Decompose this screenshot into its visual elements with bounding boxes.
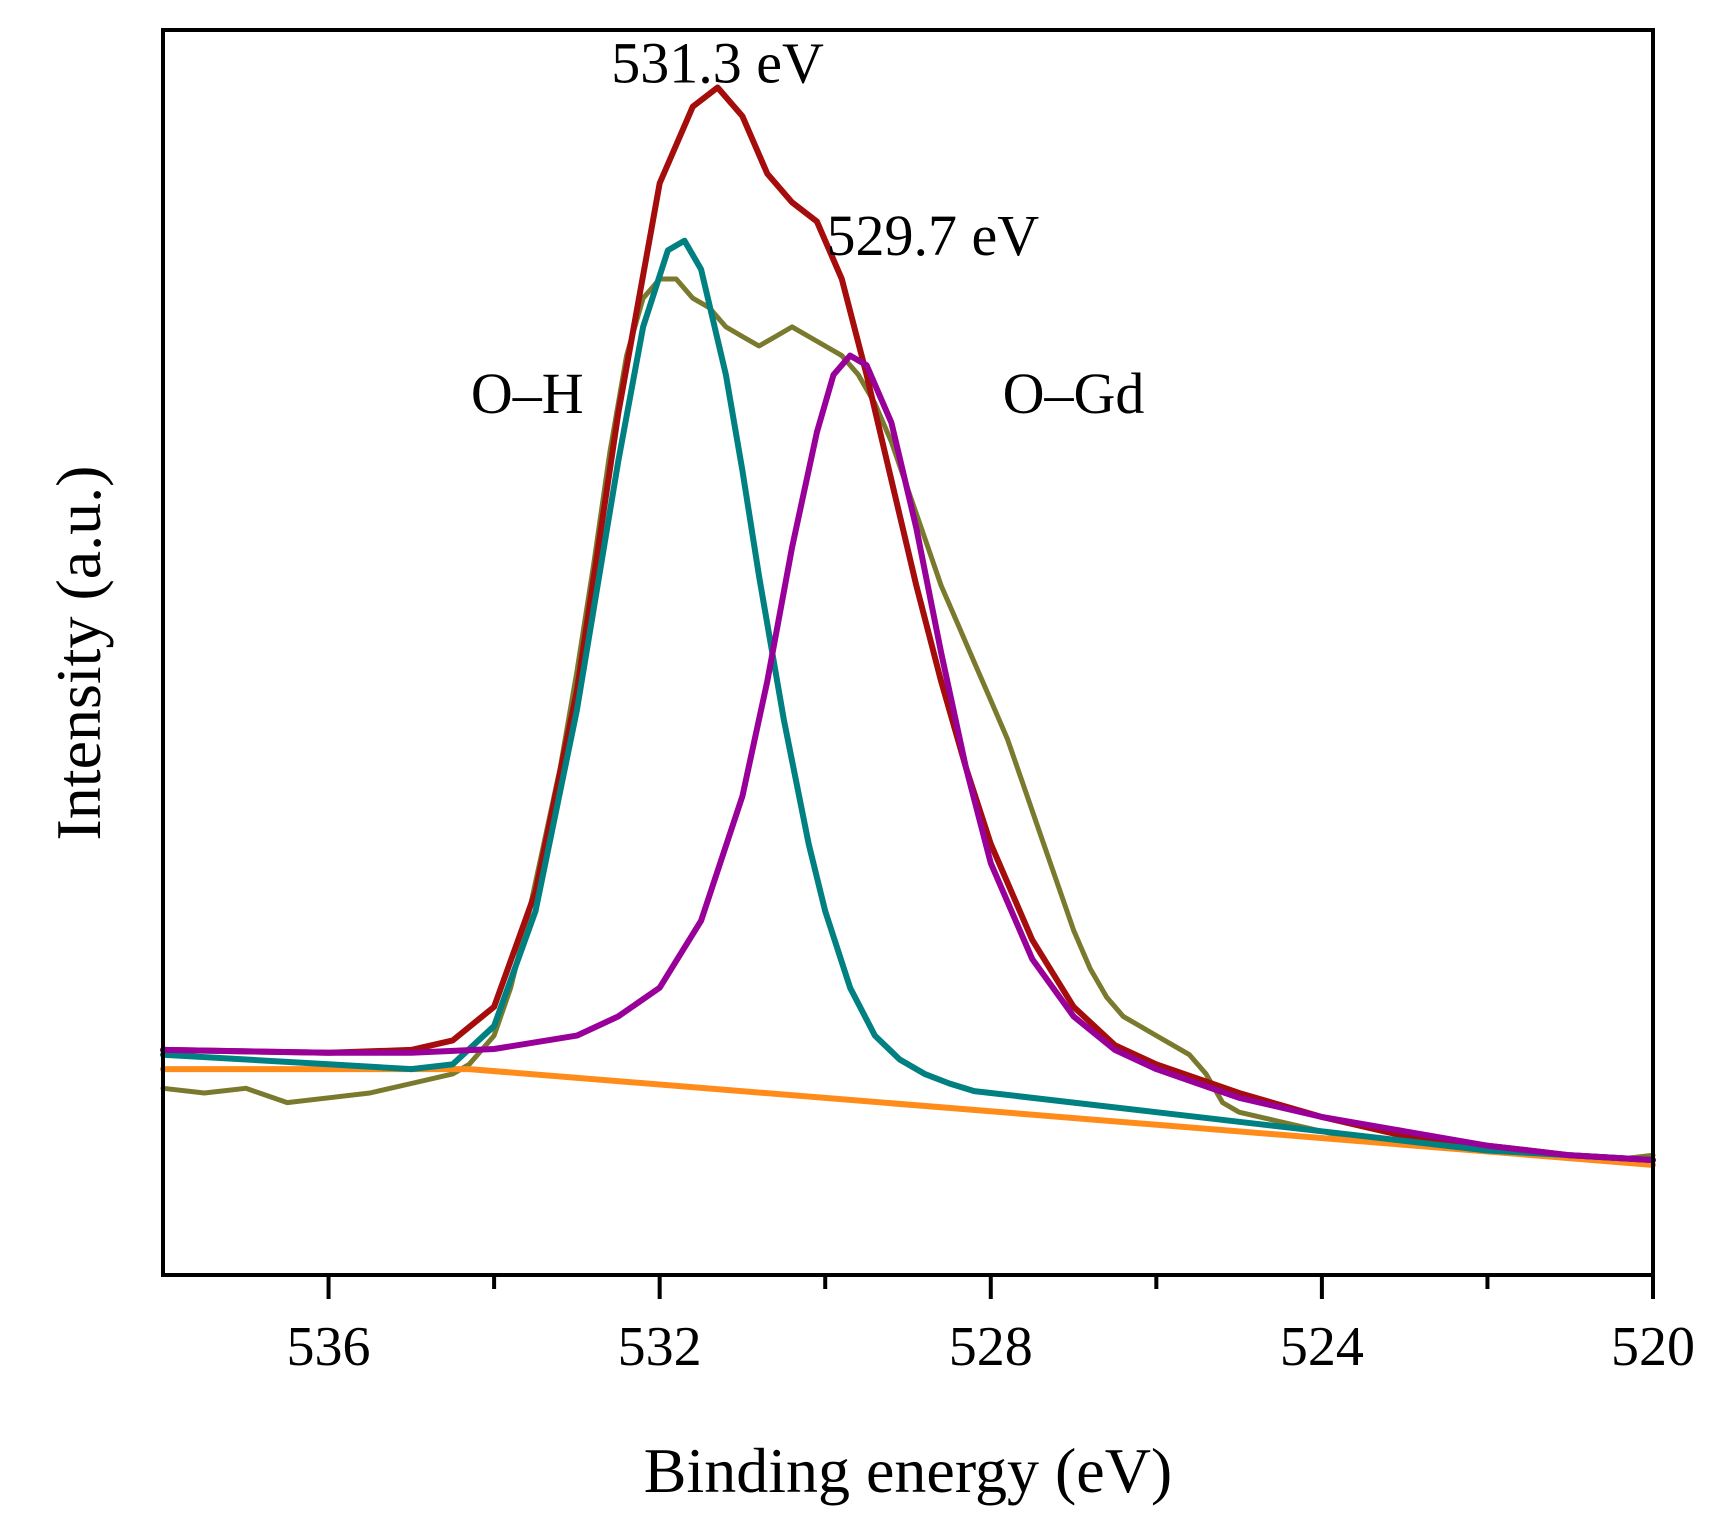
x-axis-label: Binding energy (eV) (644, 1435, 1172, 1506)
series-line-4 (160, 352, 1656, 1164)
peak-annotation-0: 531.3 eV (611, 31, 824, 96)
x-tick-label: 532 (618, 1316, 702, 1378)
x-tick-label: 528 (949, 1316, 1033, 1378)
peak-annotation-3: O–Gd (1003, 361, 1145, 426)
x-tick-label: 520 (1611, 1316, 1695, 1378)
peak-annotation-1: 529.7 eV (827, 203, 1040, 268)
series-line-1 (160, 1066, 1656, 1168)
series-layer (160, 84, 1656, 1168)
series-line-3 (160, 237, 1656, 1164)
x-tick-label: 536 (287, 1316, 371, 1378)
peak-annotation-2: O–H (471, 361, 584, 426)
series-line-2 (160, 84, 1656, 1164)
plot-frame (161, 28, 1655, 1277)
x-axis-ticks: 536 532 528 524 520 (287, 1275, 1695, 1378)
peak-annotations: 531.3 eV 529.7 eV O–H O–Gd (471, 31, 1145, 426)
y-axis-label: Intensity (a.u.) (43, 466, 114, 841)
x-tick-label: 524 (1280, 1316, 1364, 1378)
series-line-0 (160, 276, 1656, 1163)
